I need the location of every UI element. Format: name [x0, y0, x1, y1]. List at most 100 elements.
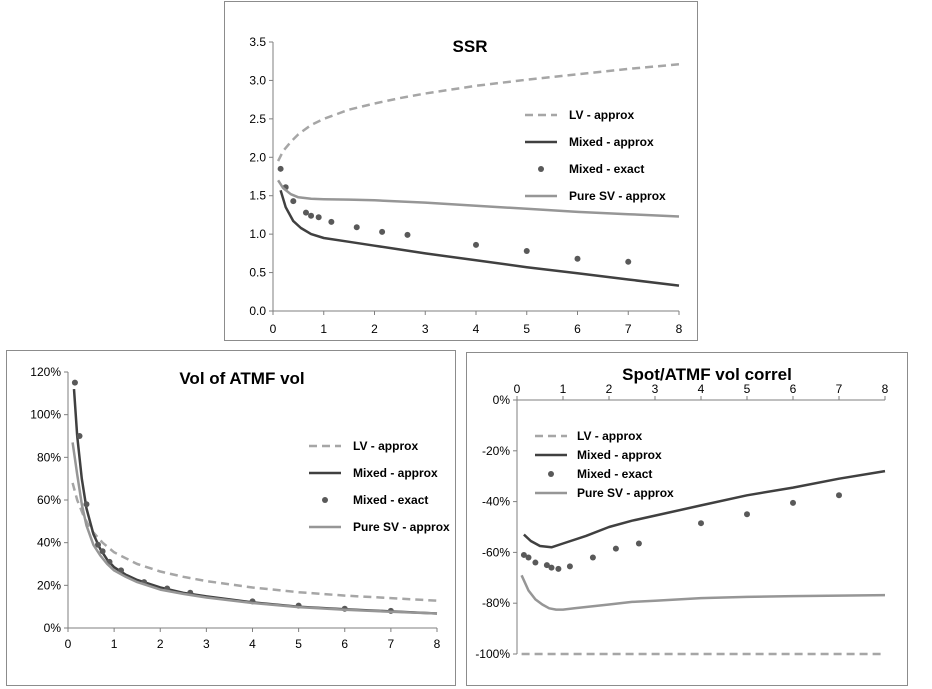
point-mixed-exact: [525, 554, 532, 561]
legend: LV - approx Mixed - approx Mixed - exact Pu…: [535, 429, 674, 500]
x-tick-label: 4: [698, 382, 705, 396]
y-tick-label: 0.0: [249, 304, 266, 318]
legend-marker: [322, 497, 328, 503]
x-tick-label: 2: [157, 637, 164, 651]
x-tick-label: 0: [270, 322, 277, 336]
chart-vol-of-atmf-vol: Vol of ATMF vol 0% 20% 40% 60% 80% 100% 120% 0 1 2…: [30, 365, 450, 651]
y-tick-label: 120%: [30, 365, 61, 379]
y-tick-label: 0%: [493, 393, 511, 407]
chart-spot-atmf-vol-correl: Spot/ATMF vol correl -100% -80% -60% -40% -20…: [475, 365, 889, 661]
legend-marker: [538, 166, 544, 172]
legend-label: Mixed - approx: [353, 466, 438, 480]
x-tick-label: 5: [295, 637, 302, 651]
point-mixed-exact: [71, 379, 78, 386]
point-mixed-exact: [94, 541, 101, 548]
y-tick-label: 0%: [44, 621, 62, 635]
y-tick-label: -20%: [482, 444, 510, 458]
legend-label: LV - approx: [569, 108, 634, 122]
y-tick-label: -80%: [482, 596, 510, 610]
x-tick-label: 7: [625, 322, 632, 336]
chart-title: Vol of ATMF vol: [179, 369, 304, 388]
point-mixed-exact: [353, 224, 360, 231]
point-mixed-exact: [589, 554, 596, 561]
point-mixed-exact: [83, 501, 90, 508]
point-mixed-exact: [315, 214, 322, 221]
point-mixed-exact: [290, 198, 297, 205]
point-mixed-exact: [790, 499, 796, 506]
x-tick-label: 4: [473, 322, 480, 336]
point-mixed-exact: [532, 559, 539, 566]
y-tick-label: 20%: [37, 578, 61, 592]
point-mixed-exact: [555, 565, 562, 572]
legend-marker: [548, 471, 554, 477]
series-line-lv-approx: [276, 63, 680, 162]
y-tick-label: 0.5: [249, 266, 266, 280]
point-mixed-exact: [277, 165, 284, 172]
y-tick-label: 100%: [30, 408, 61, 422]
point-mixed-exact: [625, 258, 632, 265]
x-tick-label: 5: [744, 382, 751, 396]
x-tick-label: 6: [341, 637, 348, 651]
point-mixed-exact: [99, 548, 106, 555]
x-tick-label: 0: [65, 637, 72, 651]
legend-label: LV - approx: [353, 439, 418, 453]
point-mixed-exact: [836, 492, 842, 499]
point-mixed-exact: [379, 228, 386, 235]
y-tick-label: 80%: [37, 450, 61, 464]
legend-label: Pure SV - approx: [353, 520, 450, 534]
x-tick-label: 8: [882, 382, 889, 396]
x-tick-label: 2: [606, 382, 613, 396]
point-mixed-exact: [543, 562, 550, 569]
chart-panel-spot-vol-correl: Spot/ATMF vol correl -100% -80% -60% -40% -20…: [466, 352, 908, 686]
x-tick-label: 1: [320, 322, 327, 336]
point-mixed-exact: [302, 209, 309, 216]
y-tick-label: -60%: [482, 545, 510, 559]
legend-label: Mixed - exact: [577, 467, 652, 481]
legend-label: LV - approx: [577, 429, 642, 443]
point-mixed-exact: [473, 241, 479, 248]
y-tick-label: 1.0: [249, 227, 266, 241]
point-mixed-exact: [698, 520, 704, 527]
x-tick-label: 7: [388, 637, 395, 651]
x-tick-label: 1: [560, 382, 567, 396]
series-line-pure-sv-approx: [520, 574, 886, 611]
x-tick-label: 7: [836, 382, 843, 396]
x-tick-label: 6: [574, 322, 581, 336]
point-mixed-exact: [328, 218, 335, 225]
point-mixed-exact: [404, 231, 411, 238]
legend-label: Pure SV - approx: [569, 189, 666, 203]
x-tick-label: 8: [676, 322, 683, 336]
point-mixed-exact: [635, 540, 642, 547]
y-tick-label: 1.5: [249, 189, 266, 203]
x-tick-label: 1: [111, 637, 118, 651]
x-tick-label: 4: [249, 637, 256, 651]
legend-label: Mixed - approx: [569, 135, 654, 149]
y-tick-label: 60%: [37, 493, 61, 507]
x-tick-label: 6: [790, 382, 797, 396]
chart-title: SSR: [453, 37, 488, 56]
point-mixed-exact: [520, 551, 527, 558]
x-tick-label: 8: [434, 637, 441, 651]
point-mixed-exact: [76, 433, 83, 439]
legend: LV - approx Mixed - approx Mixed - exact Pu…: [525, 108, 666, 203]
legend-label: Mixed - approx: [577, 448, 662, 462]
chart-title: Spot/ATMF vol correl: [622, 365, 792, 384]
legend-label: Mixed - exact: [353, 493, 428, 507]
x-tick-label: 3: [203, 637, 210, 651]
x-tick-label: 3: [652, 382, 659, 396]
point-mixed-exact: [612, 545, 619, 552]
x-tick-label: 5: [523, 322, 530, 336]
y-tick-label: 2.0: [249, 150, 266, 164]
y-tick-label: 3.0: [249, 73, 266, 87]
point-mixed-exact: [523, 248, 530, 255]
x-tick-label: 2: [371, 322, 378, 336]
series-line-pure-sv-approx: [71, 442, 438, 615]
point-mixed-exact: [308, 212, 315, 219]
series-line-mixed-approx: [279, 189, 680, 287]
chart-panel-vol-of-vol: Vol of ATMF vol 0% 20% 40% 60% 80% 100% 120% 0 1 2…: [6, 350, 456, 686]
point-mixed-exact: [744, 511, 750, 518]
point-mixed-exact: [566, 563, 573, 570]
y-tick-label: 2.5: [249, 112, 266, 126]
series-line-pure-sv-approx: [277, 179, 680, 218]
legend-label: Mixed - exact: [569, 162, 644, 176]
